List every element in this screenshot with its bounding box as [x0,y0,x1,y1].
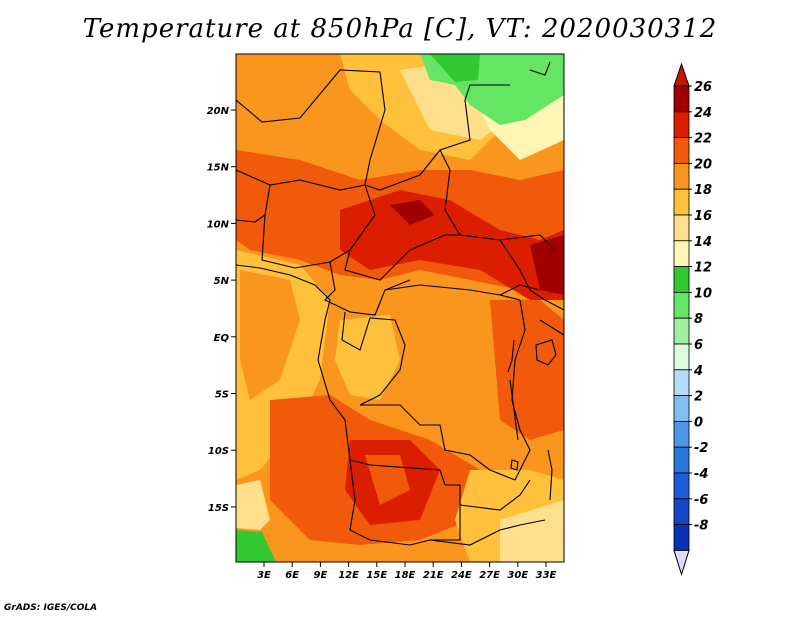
map-title: Temperature at 850hPa [C], VT: 202003031… [82,14,718,44]
border-west-inner [236,214,266,223]
colorbar-label: 16 [694,209,712,224]
field-se-pale [500,500,564,562]
colorbar-label: 14 [694,235,712,250]
lat-label: 5S [215,390,229,401]
border-drc-north [384,284,521,301]
colorbar-label: -4 [694,467,708,482]
colorbar-segment [673,343,690,371]
border-sahel-west [236,169,366,191]
colorbar-segment [673,498,690,525]
field-hot-center [390,200,435,225]
lat-label: 15N [207,163,230,174]
colorbar-label: 4 [693,364,703,379]
colorbar-label: 26 [694,80,712,95]
lake-malawi [547,449,553,501]
lon-label: 30E [507,570,528,581]
colorbar-label: 6 [694,338,703,353]
colorbar-segment [673,446,690,474]
border-east-1 [499,234,556,251]
colorbar-segment [673,472,690,500]
colorbar-under-arrow [673,549,690,577]
colorbar-segment [673,395,690,422]
colorbar-over-arrow [673,62,690,87]
colorbar-segment [673,266,690,293]
country-borders [236,61,564,546]
field-central-light [335,315,400,400]
colorbar-label: 24 [694,106,712,121]
colorbar-segment [673,85,690,113]
lon-label: 3E [257,570,271,581]
lon-label: 12E [338,570,359,581]
border-angola [349,459,461,541]
colorbar-label: 20 [694,157,712,172]
latitude-axis: 20N 15N 10N 5N EQ 5S 10S 15S [207,106,236,514]
lat-label: EQ [214,333,230,344]
colorbar-segment [673,524,690,551]
lat-label: 10S [208,446,229,457]
border-east-2 [529,289,564,311]
colorbar-label: 18 [694,183,712,198]
colorbar-segment [673,291,690,319]
colorbar-segment [673,162,690,190]
lon-label: 24E [451,570,472,581]
lat-label: 15S [208,503,229,514]
lon-label: 18E [395,570,416,581]
lon-label: 27E [479,570,500,581]
border-chad [344,184,460,281]
temperature-field [236,54,564,562]
coast-west [236,264,431,546]
lon-label: 21E [423,570,444,581]
field-east-warm [490,300,564,440]
border-congo [341,311,406,406]
colorbar-segment [673,137,690,164]
colorbar-label: 10 [694,286,712,301]
colorbar-label: 2 [694,390,703,405]
grads-credit: GrADS: IGES/COLA [4,603,98,613]
longitude-axis: 3E 6E 9E 12E 15E 18E 21E 24E 27E 30E 33E [257,562,557,581]
field-sw-pale [236,480,270,530]
field-hot-east [530,235,564,295]
lat-label: 5N [214,276,230,287]
colorbar-label: 8 [694,312,703,327]
lat-label: 20N [207,106,230,117]
lon-label: 6E [285,570,299,581]
colorbar-label: 12 [694,261,712,276]
border-nigeria [261,184,351,269]
field-ne-green-dark [430,54,480,82]
border-sudan-south [499,284,541,296]
map-frame [235,53,565,563]
lake-victoria [535,339,557,366]
field-sahel-core [340,190,564,300]
colorbar-label: -2 [694,441,708,456]
colorbar-segment [673,240,690,268]
colorbar-segment [673,420,690,448]
lon-label: 33E [536,570,557,581]
field-west-mid [240,270,300,400]
colorbar-label: 22 [694,132,712,147]
colorbar-label: -8 [694,519,708,534]
border-east-3 [539,319,564,336]
colorbar-label: 0 [694,415,703,430]
colorbar-segment [673,369,690,396]
lake-mweru [510,459,519,471]
colorbar-segment [673,317,690,345]
lake-west-rift [507,339,515,373]
border-drc-east [511,299,531,481]
red-sea-coast [529,61,551,76]
field-sw-green [236,530,276,562]
colorbar-label: -6 [694,493,708,508]
lon-label: 9E [314,570,328,581]
border-zambia [459,479,531,511]
border-drc-south [360,404,516,481]
field-nw-warm [236,54,350,130]
colorbar-segment [673,214,690,242]
colorbar-segment [673,111,690,139]
border-south-east [429,519,546,546]
lake-tanganyika [509,379,519,441]
lat-label: 10N [207,219,230,230]
lon-label: 15E [366,570,387,581]
colorbar-segment [673,188,690,216]
